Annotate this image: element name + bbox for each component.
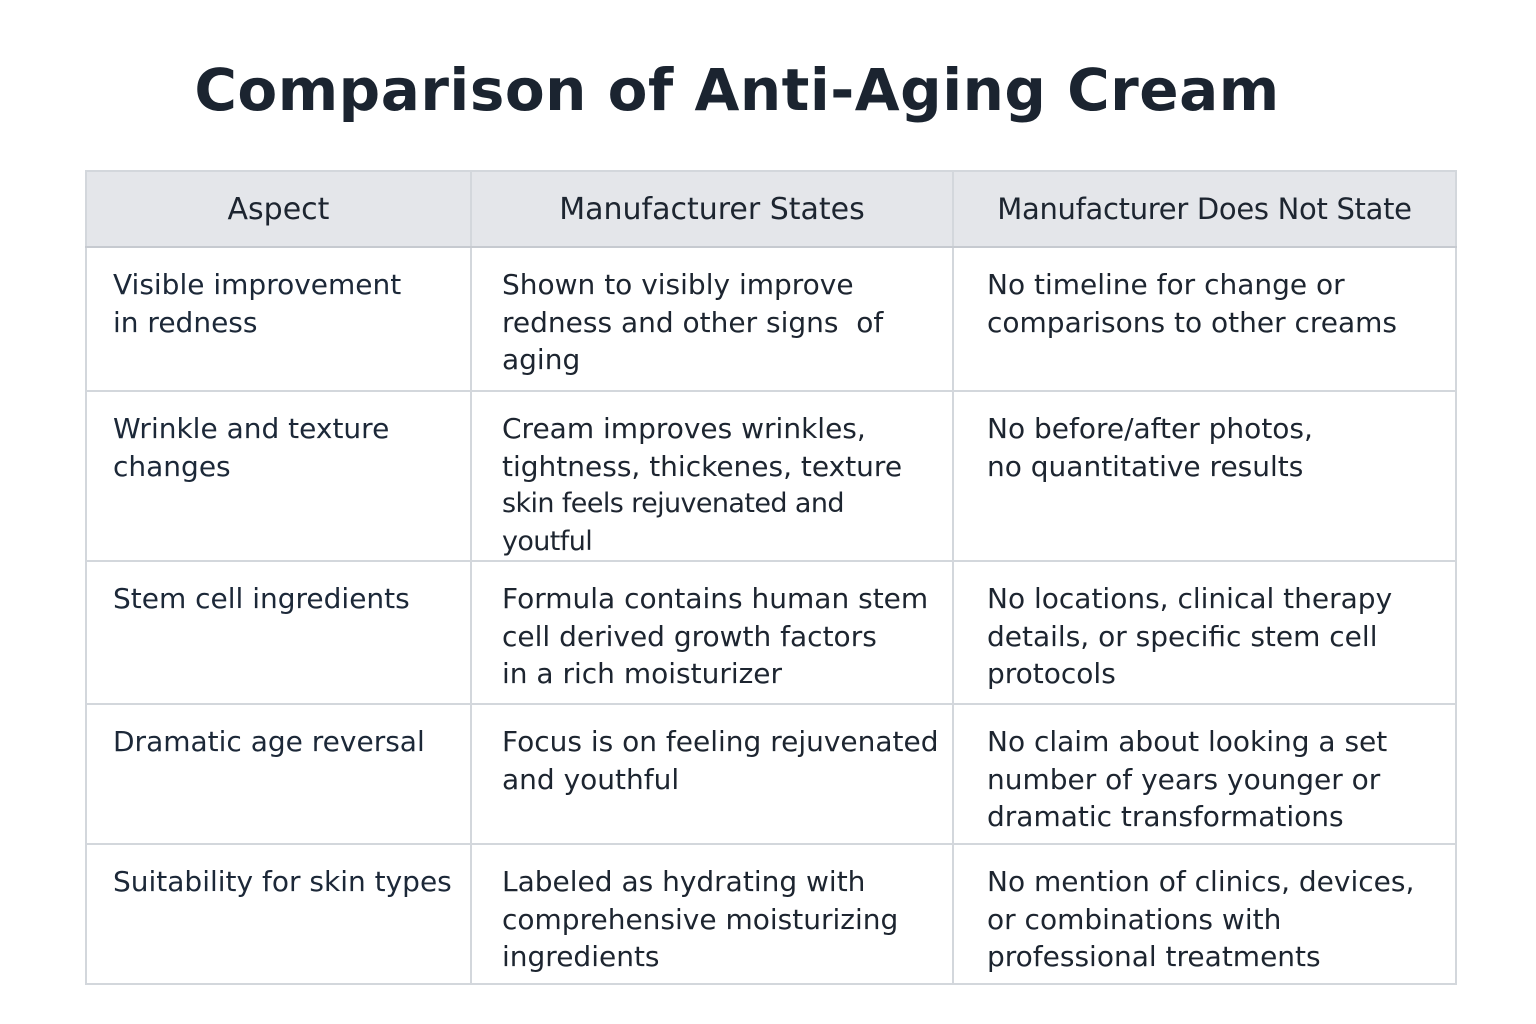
cell-line: skin feels rejuvenated and youtful [502,488,844,557]
table-row: Dramatic age reversal Focus is on feelin… [85,703,1457,845]
cell-line: No mention of clinics, devices, [987,865,1415,898]
cell-line: details, or specific stem cell [987,619,1378,653]
header-manufacturer-does-not-state: Manufacturer Does Not State [952,170,1457,248]
cell-line: comparisons to other creams [987,305,1398,339]
cell-line: No timeline for change or [987,268,1345,301]
cell-line: Labeled as hydrating with [502,865,866,898]
cell-line: no quantitative results [987,449,1304,483]
cell-line: Shown to visibly improve [502,268,854,301]
cell-line: No locations, clinical therapy [987,582,1393,615]
cell-line: ingredients [502,940,660,973]
cell-line: in redness [113,305,258,339]
table-row: Visible improvement in redness Shown to … [85,246,1457,392]
page-title: Comparison of Anti-Aging Cream [194,56,1280,124]
table-row: Stem cell ingredients Formula contains h… [85,560,1457,705]
header-manufacturer-states: Manufacturer States [470,170,954,248]
cell-line: professional treatments [987,940,1321,973]
manufacturer-does-not-state-cell: No locations, clinical therapy details, … [952,560,1457,705]
cell-line: tightness, thickenes, texture [502,449,903,483]
cell-line: changes [113,449,231,483]
cell-line: comprehensive moisturizing [502,902,899,936]
manufacturer-does-not-state-cell: No timeline for change or comparisons to… [952,246,1457,392]
aspect-cell: Wrinkle and texture changes [85,390,472,562]
cell-line: number of years younger or [987,762,1381,796]
cell-line: protocols [987,657,1116,690]
cell-line: Focus is on feeling rejuvenated [502,725,939,758]
cell-line: in a rich moisturizer [502,657,783,690]
aspect-cell: Visible improvement in redness [85,246,472,392]
cell-line: Formula contains human stem [502,582,929,615]
cell-line: dramatic transformations [987,800,1344,833]
manufacturer-does-not-state-cell: No mention of clinics, devices, or combi… [952,843,1457,985]
cell-line: Suitability for skin types [113,865,452,898]
cell-line: and youthful [502,762,680,796]
manufacturer-states-cell: Formula contains human stem cell derived… [470,560,954,705]
manufacturer-does-not-state-cell: No claim about looking a set number of y… [952,703,1457,845]
manufacturer-does-not-state-cell: No before/after photos, no quantitative … [952,390,1457,562]
cell-line: or combinations with [987,902,1282,936]
table-row: Suitability for skin types Labeled as hy… [85,843,1457,985]
cell-line: aging [502,343,581,376]
cell-line: Cream improves wrinkles, [502,412,866,445]
aspect-cell: Suitability for skin types [85,843,472,985]
table-header-row: Aspect Manufacturer States Manufacturer … [85,170,1457,248]
aspect-cell: Dramatic age reversal [85,703,472,845]
manufacturer-states-cell: Focus is on feeling rejuvenated and yout… [470,703,954,845]
table-row: Wrinkle and texture changes Cream improv… [85,390,1457,562]
comparison-table: Aspect Manufacturer States Manufacturer … [85,170,1457,985]
cell-line: No claim about looking a set [987,725,1388,758]
manufacturer-states-cell: Labeled as hydrating with comprehensive … [470,843,954,985]
cell-line: cell derived growth factors [502,619,877,653]
aspect-cell: Stem cell ingredients [85,560,472,705]
manufacturer-states-cell: Cream improves wrinkles, tightness, thic… [470,390,954,562]
cell-line: Stem cell ingredients [113,582,410,615]
cell-line: redness and other signs of [502,305,884,339]
header-aspect: Aspect [85,170,472,248]
cell-line: Visible improvement [113,268,402,301]
cell-line: No before/after photos, [987,412,1313,445]
manufacturer-states-cell: Shown to visibly improve redness and oth… [470,246,954,392]
cell-line: Wrinkle and texture [113,412,390,445]
cell-line: Dramatic age reversal [113,725,425,758]
